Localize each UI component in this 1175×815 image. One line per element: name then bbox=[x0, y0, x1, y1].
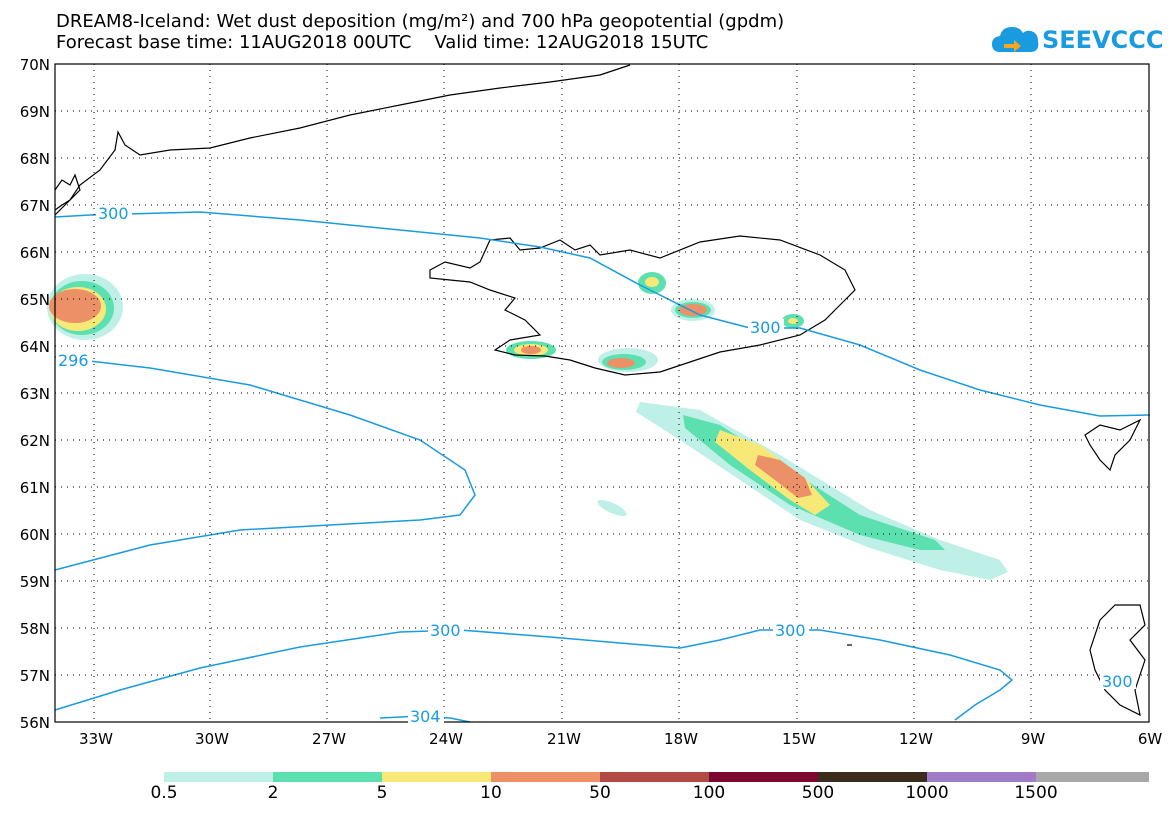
legend-swatch bbox=[491, 772, 601, 782]
legend-swatch bbox=[927, 772, 1037, 782]
lat-tick-label: 61N bbox=[20, 479, 50, 497]
lat-tick-label: 63N bbox=[20, 385, 50, 403]
lat-tick-label: 67N bbox=[20, 197, 50, 215]
map-grid bbox=[55, 64, 1149, 722]
longitude-labels: 33W 30W 27W 24W 21W 18W 15W 12W 9W 6W bbox=[79, 730, 1162, 748]
legend-swatch bbox=[164, 772, 274, 782]
legend-swatch bbox=[382, 772, 492, 782]
lon-tick-label: 24W bbox=[429, 730, 463, 748]
lat-tick-label: 64N bbox=[20, 338, 50, 356]
map-title: DREAM8-Iceland: Wet dust deposition (mg/… bbox=[56, 11, 785, 32]
legend-swatch bbox=[273, 772, 383, 782]
legend-swatch bbox=[709, 772, 819, 782]
legend-label: 1500 bbox=[1014, 783, 1058, 803]
map-subtitle: Forecast base time: 11AUG2018 00UTC Vali… bbox=[56, 32, 709, 53]
cloud-icon bbox=[992, 27, 1039, 52]
lon-tick-label: 21W bbox=[547, 730, 581, 748]
lon-tick-label: 12W bbox=[899, 730, 933, 748]
legend-label: 5 bbox=[376, 783, 388, 803]
legend-label: 500 bbox=[801, 783, 835, 803]
contour-label: 300 bbox=[430, 621, 461, 640]
lon-tick-label: 30W bbox=[195, 730, 229, 748]
lat-tick-label: 69N bbox=[20, 103, 50, 121]
lon-tick-label: 27W bbox=[312, 730, 346, 748]
lat-tick-label: 66N bbox=[20, 244, 50, 262]
contour-label: 300 bbox=[750, 318, 781, 337]
lon-tick-label: 6W bbox=[1138, 730, 1163, 748]
lat-tick-label: 60N bbox=[20, 526, 50, 544]
contour-label: 300 bbox=[1102, 672, 1133, 691]
legend-swatch bbox=[818, 772, 928, 782]
legend-label: 2 bbox=[267, 783, 279, 803]
legend-swatch bbox=[600, 772, 710, 782]
lat-tick-label: 59N bbox=[20, 573, 50, 591]
legend-label: 100 bbox=[692, 783, 726, 803]
lat-tick-label: 62N bbox=[20, 432, 50, 450]
lon-tick-label: 9W bbox=[1021, 730, 1046, 748]
logo-text: SEEVCCC bbox=[1042, 26, 1164, 54]
contour-label: 300 bbox=[775, 621, 806, 640]
lat-tick-label: 57N bbox=[20, 667, 50, 685]
contour-labels: 300 296 300 300 300 304 300 bbox=[56, 204, 1136, 726]
lon-tick-label: 33W bbox=[79, 730, 113, 748]
legend-label: 50 bbox=[589, 783, 611, 803]
color-legend bbox=[164, 772, 1149, 782]
contour-label: 304 bbox=[410, 707, 441, 726]
lat-tick-label: 65N bbox=[20, 291, 50, 309]
legend-label: 10 bbox=[480, 783, 502, 803]
contour-label: 296 bbox=[58, 351, 89, 370]
legend-swatch bbox=[1036, 772, 1149, 782]
deposition-field bbox=[47, 272, 1008, 580]
legend-label: 1000 bbox=[905, 783, 949, 803]
lat-tick-label: 56N bbox=[20, 714, 50, 732]
lon-tick-label: 18W bbox=[664, 730, 698, 748]
lon-tick-label: 15W bbox=[782, 730, 816, 748]
contour-label: 300 bbox=[98, 204, 129, 223]
seevccc-logo: SEEVCCC bbox=[990, 18, 1164, 58]
latitude-labels: 70N 69N 68N 67N 66N 65N 64N 63N 62N 61N … bbox=[20, 56, 50, 732]
map-frame bbox=[54, 63, 1150, 723]
lat-tick-label: 70N bbox=[20, 56, 50, 74]
geopotential-contours bbox=[54, 211, 1151, 723]
lat-tick-label: 68N bbox=[20, 150, 50, 168]
lat-tick-label: 58N bbox=[20, 620, 50, 638]
legend-label: 0.5 bbox=[150, 783, 178, 803]
